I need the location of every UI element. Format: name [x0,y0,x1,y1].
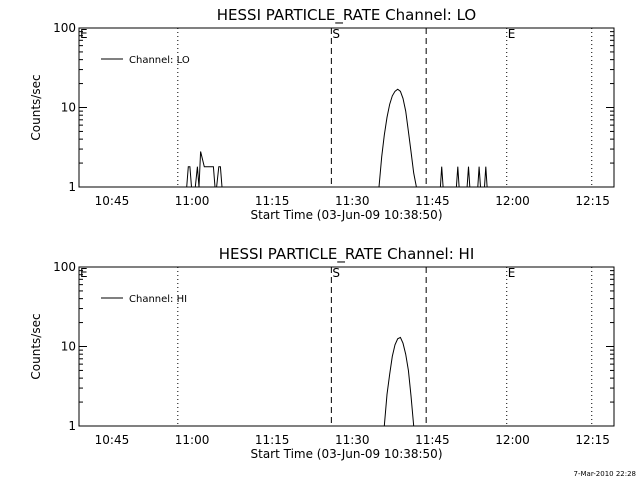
y-axis-label: Counts/sec [29,313,43,379]
x-tick-label: 11:15 [255,194,290,208]
chart-title: HESSI PARTICLE_RATE Channel: LO [217,6,476,25]
x-tick-label: 12:15 [575,194,610,208]
plot-timestamp: 7-Mar-2010 22:28 [574,470,636,478]
legend-label: Channel: LO [129,55,190,66]
y-tick-label: 10 [61,340,76,354]
y-tick-label: 100 [53,260,76,274]
y-axis-label: Counts/sec [29,74,43,140]
x-tick-label: 11:00 [175,194,210,208]
y-tick-label: 10 [61,101,76,115]
annotation-label: E [80,266,88,280]
x-tick-label: 12:15 [575,433,610,447]
x-axis-label: Start Time (03-Jun-09 10:38:50) [251,208,443,222]
x-tick-label: 11:15 [255,433,290,447]
x-tick-label: 11:45 [415,194,450,208]
x-tick-label: 12:00 [495,433,530,447]
chart-title: HESSI PARTICLE_RATE Channel: HI [219,245,475,264]
x-tick-label: 10:45 [95,194,130,208]
plot-frame [78,266,615,427]
x-tick-label: 10:45 [95,433,130,447]
x-tick-label: 11:30 [335,433,370,447]
annotation-label: E [508,266,516,280]
plots-container: HESSI PARTICLE_RATE Channel: LO 10:45 11:0… [29,6,615,461]
annotation-label: E [80,27,88,41]
data-series-line [383,336,415,427]
x-tick-label: 11:30 [335,194,370,208]
y-tick-label: 1 [68,419,76,433]
annotation-label: S [332,266,340,280]
x-axis-label: Start Time (03-Jun-09 10:38:50) [251,447,443,461]
x-tick-label: 12:00 [495,194,530,208]
legend-label: Channel: HI [129,294,187,305]
x-tick-label: 11:45 [415,433,450,447]
y-tick-label: 100 [53,21,76,35]
plot-frame [78,27,615,188]
chart-panel-1: HESSI PARTICLE_RATE Channel: LO 10:45 11:0… [29,6,615,222]
data-series-line [186,88,488,188]
y-tick-label: 1 [68,180,76,194]
x-tick-label: 11:00 [175,433,210,447]
annotation-label: S [332,27,340,41]
chart-panel-2: HESSI PARTICLE_RATE Channel: HI 10:45 11:0… [29,245,615,461]
annotation-label: E [508,27,516,41]
